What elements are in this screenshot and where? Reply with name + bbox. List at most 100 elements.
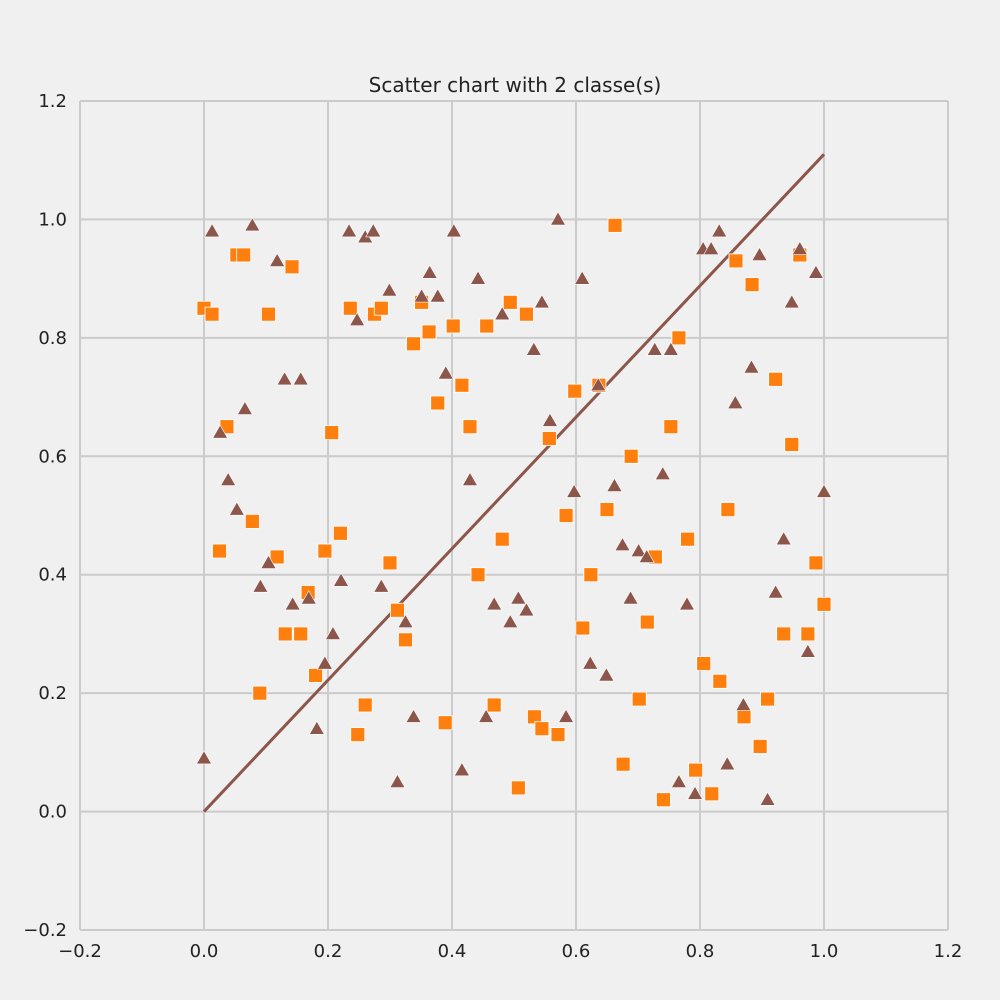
triangle-point [759, 791, 776, 806]
triangle-point [687, 785, 704, 800]
triangle-point [791, 240, 808, 255]
triangle-point [324, 625, 341, 640]
square-point [244, 514, 260, 529]
triangle-point [381, 282, 398, 297]
triangle-point [638, 548, 655, 563]
triangle-point [558, 708, 575, 723]
triangle-point [429, 288, 446, 303]
square-point [445, 318, 461, 334]
square-point [656, 792, 671, 808]
square-point [583, 567, 599, 583]
triangle-point [743, 359, 760, 374]
square-point [502, 294, 518, 310]
triangle-point [284, 596, 301, 611]
square-point [776, 626, 792, 642]
square-point [342, 300, 358, 316]
square-point [470, 567, 486, 583]
x-tick-label: 0.4 [438, 941, 467, 962]
square-point [728, 253, 744, 269]
square-point [454, 377, 470, 393]
square-point [430, 395, 446, 411]
triangle-point [252, 578, 269, 593]
square-point [357, 697, 373, 713]
square-point [680, 531, 695, 547]
triangle-point [204, 223, 221, 238]
triangle-point [574, 270, 591, 285]
square-point [567, 383, 583, 399]
triangle-point [308, 720, 325, 735]
triangle-point [405, 708, 422, 723]
triangle-point [244, 217, 261, 232]
triangle-point [212, 424, 229, 439]
square-point [671, 330, 687, 346]
square-point [599, 502, 615, 517]
square-point [607, 217, 623, 233]
x-tick-label: 0.8 [686, 941, 715, 962]
triangle-point [421, 264, 438, 279]
triangle-point [373, 578, 390, 593]
triangle-point [478, 708, 495, 723]
square-point [752, 739, 768, 754]
chart-title: Scatter chart with 2 classe(s) [369, 73, 662, 97]
diagonal-line-group [202, 153, 826, 813]
square-point [236, 247, 252, 263]
square-point [808, 555, 824, 571]
square-point [575, 620, 591, 636]
square-point [252, 685, 268, 701]
triangle-point [276, 371, 293, 386]
square-point [558, 508, 574, 523]
square-point [550, 727, 566, 742]
x-tick-label: 1.0 [810, 941, 839, 962]
square-point [332, 525, 348, 541]
square-point [421, 324, 437, 340]
triangle-point [783, 294, 800, 309]
square-point [373, 300, 389, 316]
square-point [534, 721, 550, 737]
square-point [768, 371, 784, 387]
triangle-point [260, 554, 277, 569]
triangle-point [341, 223, 358, 238]
x-tick-labels: −0.2 0.0 0.2 0.4 0.6 0.8 1.0 1.2 [58, 941, 962, 962]
triangle-point [228, 501, 245, 516]
triangle-point [711, 223, 728, 238]
triangle-point [775, 531, 792, 546]
triangle-point [300, 590, 317, 605]
square-point [437, 715, 453, 731]
square-point [663, 419, 679, 435]
y-tick-label: 0.6 [38, 446, 67, 467]
square-point [510, 780, 526, 796]
square-point [800, 626, 816, 642]
triangle-point [751, 246, 768, 261]
scatter-points [195, 211, 833, 808]
triangle-point [703, 240, 720, 255]
triangle-point [525, 341, 542, 356]
square-point [784, 437, 800, 452]
square-point [277, 626, 293, 642]
y-tick-label: 0.2 [38, 683, 67, 704]
triangle-point [453, 762, 470, 777]
y-tick-label: 1.2 [38, 91, 67, 112]
triangle-point [590, 377, 607, 392]
square-point [615, 756, 631, 772]
square-point [744, 277, 760, 292]
x-tick-label: 1.2 [934, 941, 963, 962]
square-point [261, 306, 276, 322]
y-tick-label: 0.0 [38, 802, 67, 823]
triangle-point [566, 483, 583, 498]
triangle-point [767, 584, 784, 599]
diagonal-line [202, 153, 826, 813]
x-tick-label: 0.2 [314, 941, 343, 962]
triangle-point [236, 400, 253, 415]
square-point [541, 431, 557, 446]
y-tick-label: 0.8 [38, 328, 67, 349]
square-point [293, 626, 309, 642]
y-tick-label: 1.0 [38, 209, 67, 230]
triangle-point [598, 667, 615, 682]
grid-lines [79, 100, 949, 931]
triangle-point [437, 365, 454, 380]
triangle-point [413, 288, 430, 303]
triangle-point [494, 306, 511, 321]
square-point [704, 786, 720, 802]
square-point [350, 727, 366, 742]
square-point [382, 555, 398, 571]
